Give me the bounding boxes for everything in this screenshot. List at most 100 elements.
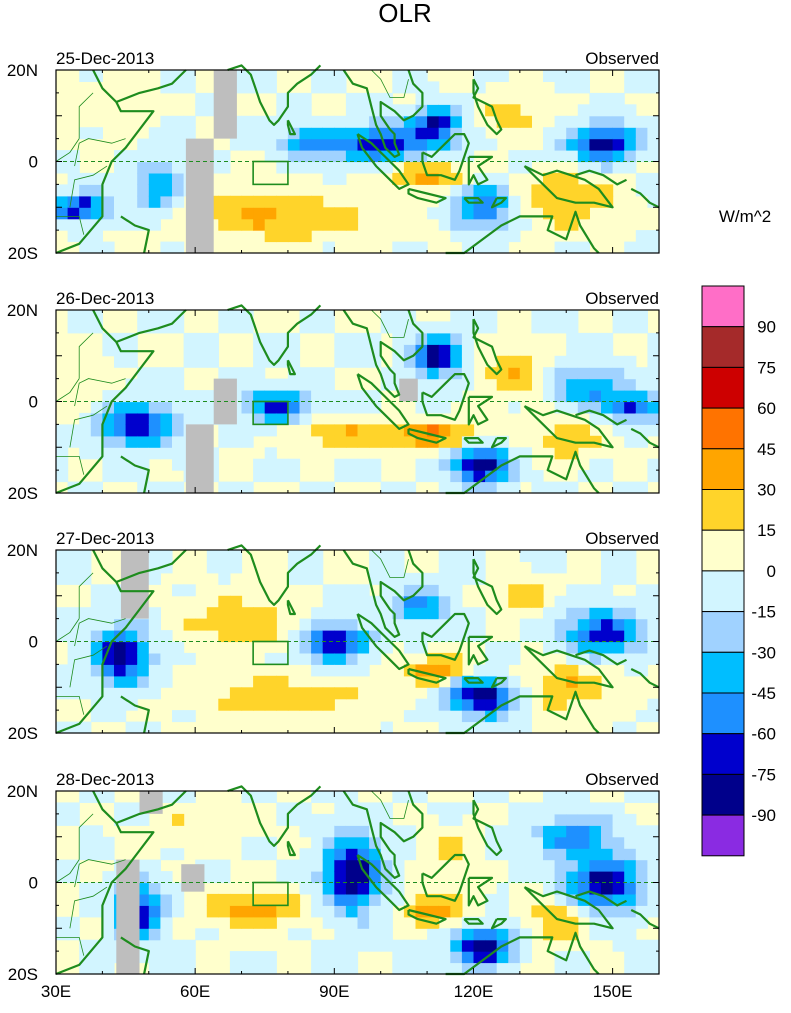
olr-cell [172,367,185,380]
olr-cell [345,104,359,117]
olr-cell [253,424,266,437]
olr-cell [647,848,660,861]
olr-cell [485,184,498,197]
olr-cell [79,675,92,688]
olr-cell [450,618,463,631]
olr-cell [415,138,428,151]
olr-cell [601,344,614,357]
coastline [463,197,484,204]
olr-cell [473,550,486,562]
olr-cell [461,687,475,700]
olr-cell [554,825,567,838]
olr-cell [79,195,92,208]
olr-cell [554,424,567,437]
olr-cell [322,791,335,803]
olr-cell [415,344,428,357]
coastline [356,373,410,430]
olr-cell [473,310,486,322]
olr-cell [577,905,590,918]
olr-cell [647,138,660,151]
olr-cell [148,871,161,884]
olr-cell [287,230,301,243]
olr-cell [125,150,138,163]
olr-cell [114,161,127,174]
olr-cell [589,802,602,815]
olr-cell [299,561,312,574]
olr-cell [125,161,138,174]
olr-cell [647,150,660,163]
olr-cell [392,939,405,952]
olr-cell [125,424,138,437]
olr-cell [264,470,277,483]
olr-cell [624,378,637,391]
colorbar-swatch [701,529,745,572]
index-box [252,640,289,666]
olr-cell [114,698,127,711]
olr-cell [577,951,590,964]
olr-cell [543,836,556,849]
olr-cell [79,572,92,585]
olr-cell [392,550,405,562]
olr-cell [496,791,509,803]
olr-cell [624,561,637,574]
olr-cell [438,458,451,471]
colorbar-tick-label: 75 [757,358,776,377]
country-border [78,813,94,860]
olr-cell [264,332,277,345]
colorbar-tick-label: 15 [757,521,776,540]
olr-cell [79,905,92,918]
olr-cell [322,859,335,872]
coastline [115,549,187,584]
olr-cell [56,458,69,471]
olr-cell [624,962,637,975]
olr-cell [589,184,602,197]
olr-cell [287,207,301,220]
olr-cell [345,355,359,368]
olr-cell [322,481,335,494]
olr-cell [311,81,324,94]
olr-cell [601,378,614,391]
olr-cell [624,607,637,620]
olr-cell [647,652,660,665]
olr-cell [67,150,80,163]
olr-cell [334,584,347,597]
olr-cell [264,687,277,700]
coastline [467,395,494,426]
olr-cell [90,905,103,918]
olr-cell [322,836,335,849]
coastline [467,876,494,907]
olr-cell [403,584,417,597]
olr-cell [577,127,590,140]
olr-cell [438,595,451,608]
olr-cell [148,572,161,585]
olr-cell [473,127,486,140]
olr-cell [415,378,428,391]
country-border [56,455,85,475]
olr-cell [601,561,614,574]
olr-cell [647,951,660,964]
olr-cell [125,641,138,654]
olr-cell [160,871,173,884]
olr-cell [137,871,150,884]
olr-cell [519,355,532,368]
olr-cell [79,836,92,849]
olr-cell [241,367,254,380]
olr-cell [253,791,266,803]
olr-cell [334,813,347,826]
olr-cell [334,161,347,174]
olr-cell [67,675,80,688]
olr-cell [241,207,254,220]
olr-cell [160,550,173,562]
olr-cell [485,458,498,471]
colorbar-swatch [701,448,745,490]
olr-cell [311,161,324,174]
olr-cell [160,115,173,128]
olr-cell [218,905,231,918]
olr-cell [172,641,185,654]
olr-cell [79,641,92,654]
olr-cell [392,435,405,448]
olr-cell [427,470,440,483]
coastline [421,373,470,421]
olr-cell [67,652,80,665]
colorbar-swatch [701,814,745,857]
